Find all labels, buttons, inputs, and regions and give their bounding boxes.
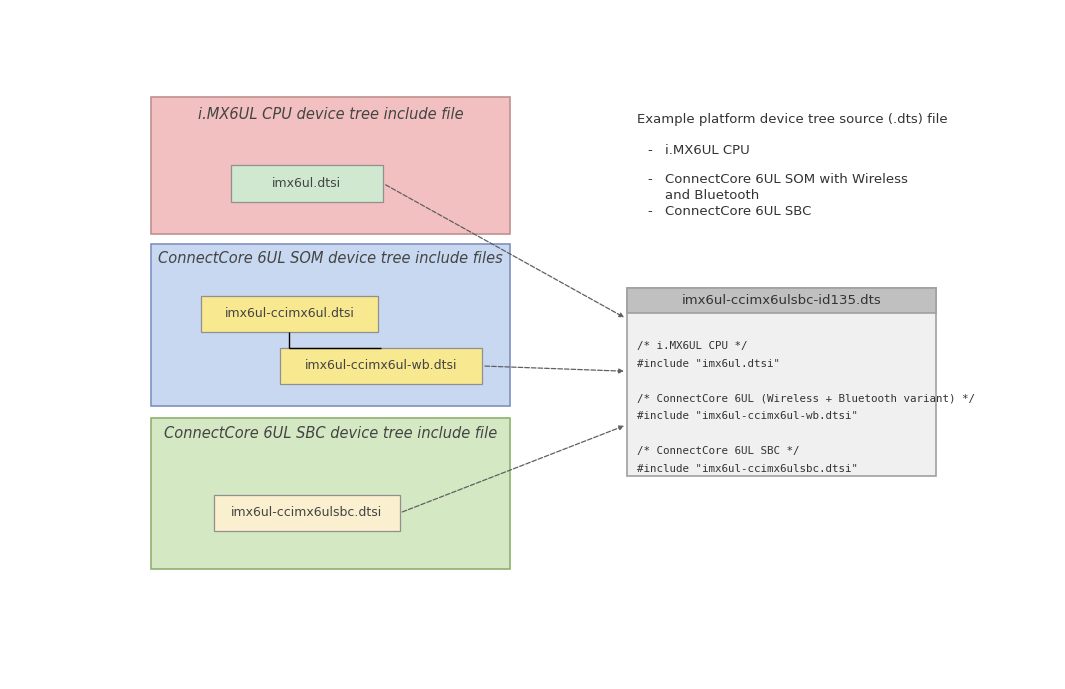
Text: and Bluetooth: and Bluetooth [665, 189, 759, 203]
Text: #include "imx6ul.dtsi": #include "imx6ul.dtsi" [637, 358, 780, 369]
Text: /* i.MX6UL CPU */: /* i.MX6UL CPU */ [637, 341, 748, 351]
Text: i.MX6UL CPU device tree include file: i.MX6UL CPU device tree include file [198, 107, 463, 121]
Bar [280, 348, 482, 384]
Text: ConnectCore 6UL SBC device tree include file: ConnectCore 6UL SBC device tree include … [164, 426, 497, 442]
Text: imx6ul.dtsi: imx6ul.dtsi [273, 177, 342, 190]
Bar [151, 245, 510, 407]
Text: i.MX6UL CPU: i.MX6UL CPU [665, 144, 750, 157]
Text: -: - [648, 174, 652, 187]
Bar [151, 97, 510, 234]
Bar [214, 495, 399, 531]
Text: imx6ul-ccimx6ulsbc-id135.dts: imx6ul-ccimx6ulsbc-id135.dts [682, 294, 882, 307]
Bar [151, 418, 510, 569]
Text: /* ConnectCore 6UL SBC */: /* ConnectCore 6UL SBC */ [637, 446, 799, 456]
Text: -: - [648, 205, 652, 218]
Text: imx6ul-ccimx6ul.dtsi: imx6ul-ccimx6ul.dtsi [225, 307, 355, 320]
Text: imx6ul-ccimx6ul-wb.dtsi: imx6ul-ccimx6ul-wb.dtsi [305, 360, 457, 373]
Bar [626, 288, 936, 313]
Bar [626, 288, 936, 476]
Text: ConnectCore 6UL SOM device tree include files: ConnectCore 6UL SOM device tree include … [158, 251, 503, 267]
Text: imx6ul-ccimx6ulsbc.dtsi: imx6ul-ccimx6ulsbc.dtsi [231, 506, 382, 520]
Text: /* ConnectCore 6UL (Wireless + Bluetooth variant) */: /* ConnectCore 6UL (Wireless + Bluetooth… [637, 393, 974, 404]
Text: #include "imx6ul-ccimx6ul-wb.dtsi": #include "imx6ul-ccimx6ul-wb.dtsi" [637, 411, 857, 421]
Bar [230, 165, 383, 202]
Text: ConnectCore 6UL SBC: ConnectCore 6UL SBC [665, 205, 812, 218]
Text: #include "imx6ul-ccimx6ulsbc.dtsi": #include "imx6ul-ccimx6ulsbc.dtsi" [637, 464, 857, 473]
Text: Example platform device tree source (.dts) file: Example platform device tree source (.dt… [637, 114, 947, 127]
Text: -: - [648, 144, 652, 157]
Bar [201, 296, 378, 332]
Text: ConnectCore 6UL SOM with Wireless: ConnectCore 6UL SOM with Wireless [665, 174, 907, 187]
